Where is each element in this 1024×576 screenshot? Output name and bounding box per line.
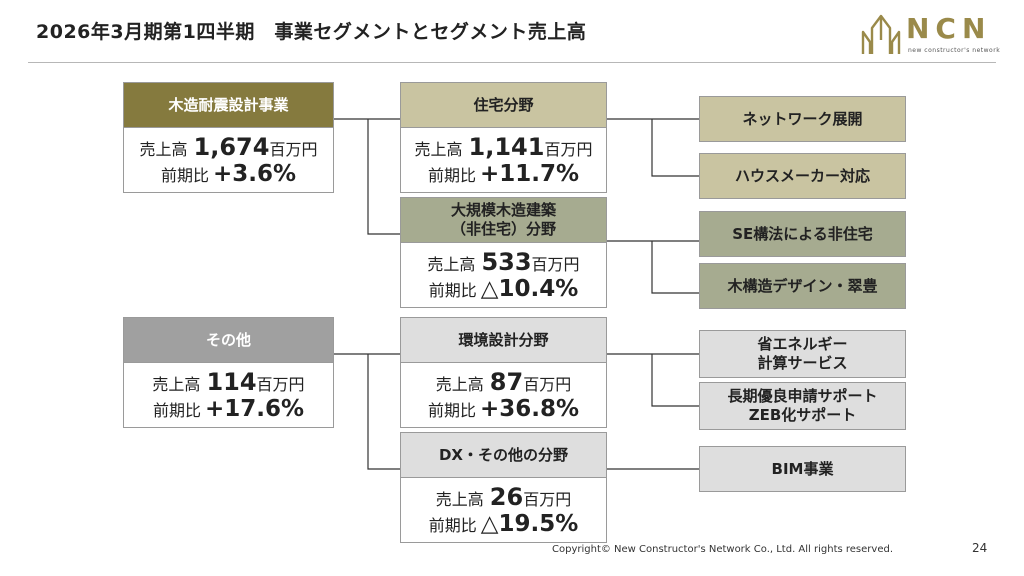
service-label-line2: ZEB化サポート — [748, 406, 857, 424]
page-number: 24 — [972, 541, 988, 555]
sales-unit: 百万円 — [544, 140, 593, 159]
service-timber-design-suiho: 木構造デザイン・翠豊 — [699, 263, 906, 309]
yoy-label: 前期比 — [428, 516, 477, 535]
yoy-value: +3.6% — [212, 161, 297, 187]
sales-value: 114 — [206, 368, 257, 396]
service-bim: BIM事業 — [699, 446, 906, 492]
field-large-timber-sales: 売上高 533百万円 前期比 △10.4% — [400, 242, 607, 308]
sales-unit: 百万円 — [269, 140, 318, 159]
service-long-term-zeb-support: 長期優良申請サポート ZEB化サポート — [699, 382, 906, 430]
service-label-line1: 省エネルギー — [757, 335, 848, 354]
copyright-notice: Copyright© New Constructor's Network Co.… — [552, 544, 894, 555]
field-name-line2: （非住宅）分野 — [450, 220, 556, 238]
service-label: 木構造デザイン・翠豊 — [727, 276, 878, 295]
yoy-value: +36.8% — [479, 396, 580, 422]
sales-label: 売上高 — [152, 375, 201, 394]
service-energy-calc: 省エネルギー 計算サービス — [699, 330, 906, 378]
service-housemaker-support: ハウスメーカー対応 — [699, 153, 906, 199]
service-label-line1: 長期優良申請サポート — [727, 387, 878, 406]
yoy-value: +17.6% — [204, 396, 305, 422]
logo-tagline: new constructor's network — [908, 47, 1001, 54]
sales-value: 1,141 — [468, 133, 545, 161]
field-environmental-design-sales: 売上高 87百万円 前期比 +36.8% — [400, 362, 607, 428]
sales-value: 1,674 — [193, 133, 270, 161]
segment-other-sales: 売上高 114百万円 前期比 +17.6% — [123, 362, 334, 428]
yoy-value: +11.7% — [479, 161, 580, 187]
segment-name: 木造耐震設計事業 — [168, 95, 289, 114]
yoy-label: 前期比 — [152, 401, 201, 420]
yoy-label: 前期比 — [428, 281, 477, 300]
service-label: SE構法による非住宅 — [732, 224, 873, 243]
yoy-label: 前期比 — [427, 166, 476, 185]
field-name: DX・その他の分野 — [438, 445, 569, 464]
field-name-line1: 大規模木造建築 — [450, 201, 556, 220]
logo-leaf-icon — [861, 14, 901, 54]
yoy-label: 前期比 — [160, 166, 209, 185]
field-housing-sales: 売上高 1,141百万円 前期比 +11.7% — [400, 127, 607, 193]
segment-timber-seismic-header: 木造耐震設計事業 — [123, 82, 334, 128]
title-divider — [28, 62, 996, 63]
service-label-line2: 計算サービス — [757, 354, 848, 372]
field-name: 環境設計分野 — [458, 330, 549, 349]
field-large-timber-header: 大規模木造建築 （非住宅）分野 — [400, 197, 607, 243]
sales-label: 売上高 — [139, 140, 188, 159]
sales-label: 売上高 — [435, 375, 484, 394]
page-title: 2026年3月期第1四半期 事業セグメントとセグメント売上高 — [36, 21, 587, 43]
field-name: 住宅分野 — [473, 95, 534, 114]
service-label: BIM事業 — [771, 459, 834, 478]
yoy-value: △19.5% — [480, 511, 579, 537]
sales-label: 売上高 — [435, 490, 484, 509]
company-logo: NCN new constructor's network — [856, 8, 1001, 60]
sales-unit: 百万円 — [531, 255, 580, 274]
field-housing-header: 住宅分野 — [400, 82, 607, 128]
yoy-value: △10.4% — [480, 276, 579, 302]
sales-value: 87 — [489, 368, 524, 396]
sales-label: 売上高 — [414, 140, 463, 159]
logo-wordmark: NCN — [906, 12, 992, 45]
field-dx-other-sales: 売上高 26百万円 前期比 △19.5% — [400, 477, 607, 543]
sales-unit: 百万円 — [523, 490, 572, 509]
sales-unit: 百万円 — [523, 375, 572, 394]
segment-timber-seismic-sales: 売上高 1,674百万円 前期比 +3.6% — [123, 127, 334, 193]
yoy-label: 前期比 — [427, 401, 476, 420]
service-network-expansion: ネットワーク展開 — [699, 96, 906, 142]
service-se-method-nonresidential: SE構法による非住宅 — [699, 211, 906, 257]
service-label: ネットワーク展開 — [742, 109, 863, 128]
field-dx-other-header: DX・その他の分野 — [400, 432, 607, 478]
sales-value: 26 — [489, 483, 524, 511]
sales-value: 533 — [481, 248, 532, 276]
segment-other-header: その他 — [123, 317, 334, 363]
sales-unit: 百万円 — [256, 375, 305, 394]
service-label: ハウスメーカー対応 — [734, 166, 870, 185]
field-environmental-design-header: 環境設計分野 — [400, 317, 607, 363]
sales-label: 売上高 — [427, 255, 476, 274]
segment-name: その他 — [205, 330, 251, 349]
